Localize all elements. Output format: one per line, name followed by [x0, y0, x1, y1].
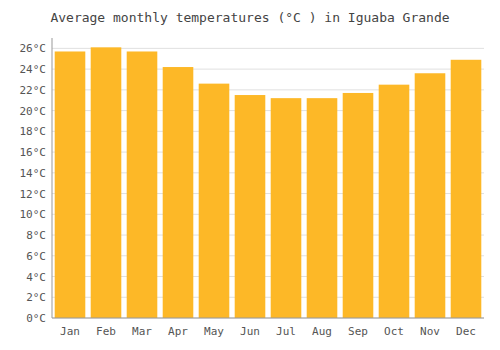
y-tick-label: 4°C — [26, 271, 46, 284]
y-tick-label: 22°C — [20, 84, 47, 97]
y-tick-label: 18°C — [20, 125, 47, 138]
bar — [271, 98, 302, 318]
bar — [415, 73, 446, 318]
y-tick-label: 0°C — [26, 312, 46, 325]
y-tick-label: 20°C — [20, 105, 47, 118]
y-axis: 0°C 2°C 4°C 6°C 8°C 10°C 12°C 14°C 16°C 18°C 20°C 2… — [20, 38, 53, 325]
title: Average monthly temperatures (°C ) in Ig… — [50, 10, 449, 25]
x-tick-label: Apr — [168, 325, 188, 338]
bar — [163, 67, 194, 318]
y-tick-label: 26°C — [20, 42, 47, 55]
x-tick-label: Aug — [312, 325, 332, 338]
x-tick-label: Mar — [132, 325, 152, 338]
y-tick-label: 12°C — [20, 188, 47, 201]
bar — [199, 84, 230, 318]
x-axis-line — [52, 318, 484, 319]
bars — [55, 47, 482, 318]
y-tick-label: 8°C — [26, 229, 46, 242]
x-tick-label: Oct — [384, 325, 404, 338]
bar — [127, 51, 158, 318]
bar — [379, 85, 410, 318]
y-axis-line — [52, 38, 53, 318]
x-axis: Jan Feb Mar Apr May Jun Jul Aug Sep Oct Nov Dec — [52, 318, 484, 338]
y-tick-label: 6°C — [26, 250, 46, 263]
x-tick-label: Jul — [276, 325, 296, 338]
grid-line — [52, 318, 484, 319]
bar — [307, 98, 338, 318]
x-tick-label: Jun — [240, 325, 260, 338]
y-tick-label: 24°C — [20, 63, 47, 76]
y-tick-label: 2°C — [26, 291, 46, 304]
bar — [91, 47, 122, 318]
chart: Average monthly temperatures (°C ) in Ig… — [0, 0, 500, 350]
bar — [343, 93, 374, 318]
x-tick-label: Dec — [456, 325, 476, 338]
x-tick-label: May — [204, 325, 224, 338]
chart-container: Average monthly temperatures (°C ) in Ig… — [0, 0, 500, 350]
x-tick-label: Jan — [60, 325, 80, 338]
x-tick-label: Feb — [96, 325, 116, 338]
bar — [235, 95, 266, 318]
bar — [55, 51, 86, 318]
x-tick-label: Sep — [348, 325, 368, 338]
y-tick-label: 14°C — [20, 167, 47, 180]
bar — [451, 60, 482, 318]
x-tick-label: Nov — [420, 325, 440, 338]
y-tick-label: 10°C — [20, 208, 47, 221]
y-tick-label: 16°C — [20, 146, 47, 159]
